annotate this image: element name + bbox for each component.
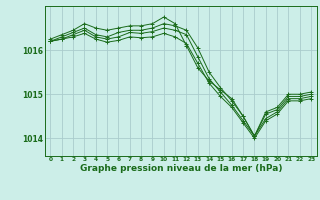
X-axis label: Graphe pression niveau de la mer (hPa): Graphe pression niveau de la mer (hPa) [80, 164, 282, 173]
